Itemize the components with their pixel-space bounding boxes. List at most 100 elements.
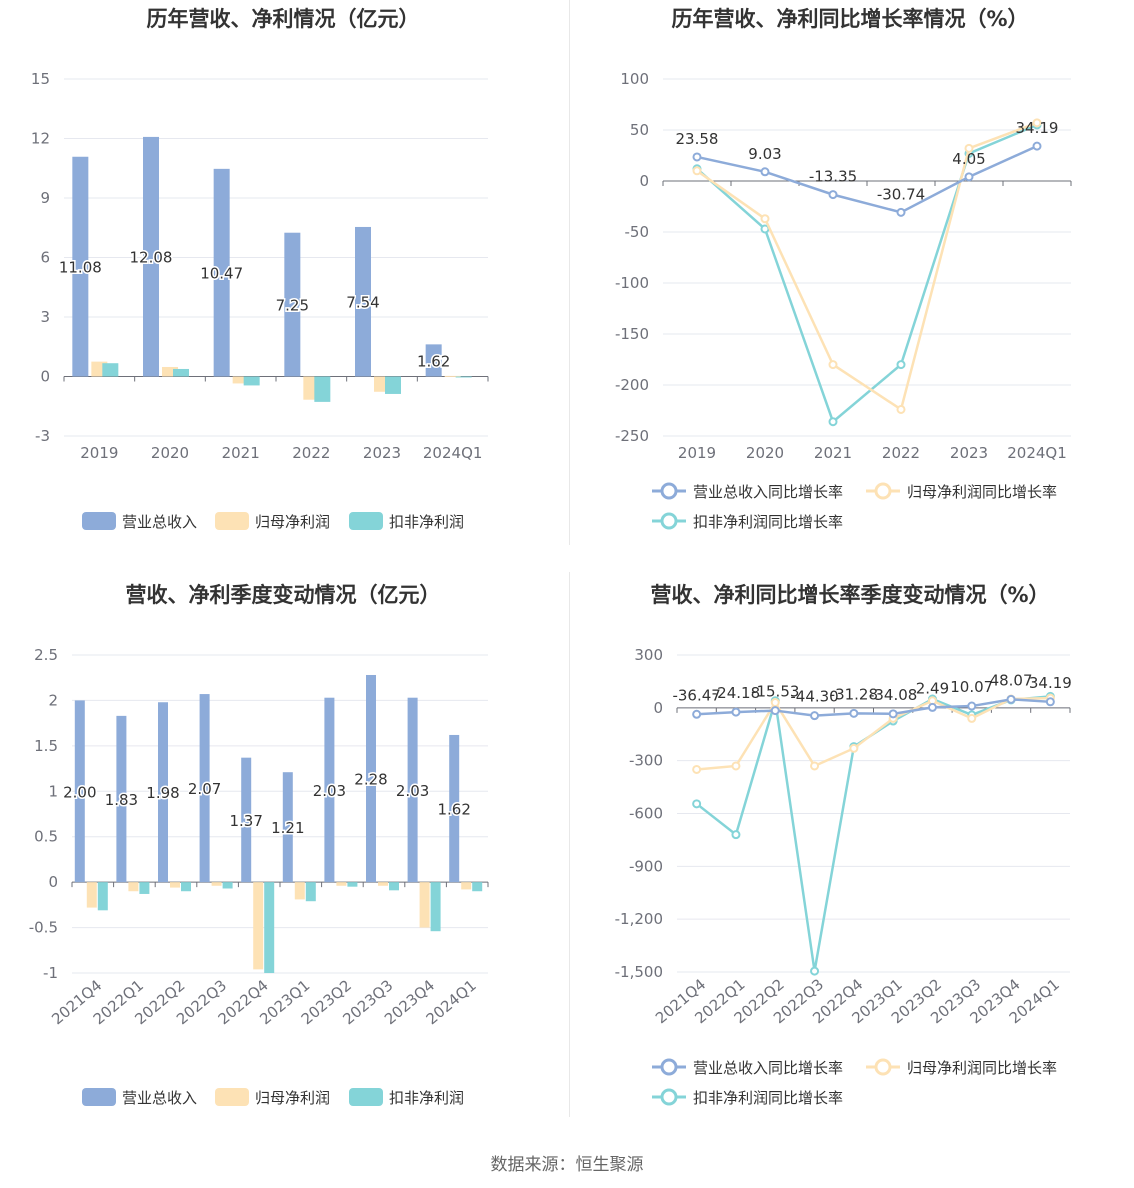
bar-data-label: 1.62 <box>437 801 470 819</box>
y-tick-label: 2 <box>48 691 58 709</box>
bar-deducted-profit <box>222 882 233 889</box>
legend-label: 归母净利润同比增长率 <box>907 1059 1057 1077</box>
legend-marker <box>660 512 678 530</box>
line-data-label: 2.49 <box>916 679 949 697</box>
line-data-label: 48.07 <box>990 671 1033 689</box>
x-tick-label: 2022 <box>292 444 330 462</box>
bar-net-profit <box>419 882 430 928</box>
bar-data-label: 1.21 <box>271 819 304 837</box>
bar-revenue <box>425 344 442 377</box>
legend-label: 营业总收入 <box>122 1089 197 1107</box>
y-tick-label: 12 <box>31 130 50 148</box>
legend-swatch <box>215 512 249 530</box>
panel-divider-top <box>569 0 570 545</box>
line-data-label: -13.35 <box>809 168 857 186</box>
data-point <box>810 966 820 976</box>
x-tick-label: 2023 <box>363 444 401 462</box>
quarterly-growth-rate-chart: 营收、净利同比增长率季度变动情况（%） -1,500 -1,200 -900 -600 -… <box>567 576 1134 1152</box>
data-point <box>828 190 838 200</box>
data-point <box>770 698 780 708</box>
y-tick-label: 3 <box>40 308 50 326</box>
bar-data-label: 1.98 <box>146 784 179 802</box>
bar-deducted-profit <box>102 363 119 377</box>
y-tick-label: -0.5 <box>29 919 58 937</box>
bar-data-label: 1.83 <box>105 791 138 809</box>
legend-label: 扣非净利润同比增长率 <box>693 1089 843 1107</box>
data-point <box>692 152 702 162</box>
line-data-label: -15.53 <box>751 683 799 701</box>
line-data-label: -24.18 <box>712 684 760 702</box>
bar-data-label: 1.62 <box>417 352 450 370</box>
line-data-label: -31.28 <box>830 685 878 703</box>
annual-growth-rate-svg: 历年营收、净利同比增长率情况（%） -250 -200 -150 -100 -50 0 50 1… <box>615 7 1072 531</box>
x-tick-label: 2024Q1 <box>1007 444 1067 462</box>
bar-net-profit <box>378 882 388 886</box>
data-point <box>1032 118 1042 128</box>
bar-data-label: 11.08 <box>59 259 102 277</box>
legend-label: 归母净利润同比增长率 <box>907 483 1057 501</box>
x-tick-label: 2024Q1 <box>423 444 483 462</box>
bar-net-profit <box>232 376 249 384</box>
line-data-label: 9.03 <box>748 145 781 163</box>
data-point <box>849 708 859 718</box>
data-point <box>1032 141 1042 151</box>
y-tick-label: -50 <box>625 223 650 241</box>
data-point <box>692 764 702 774</box>
bar-revenue <box>158 702 168 883</box>
y-tick-label: 50 <box>630 121 649 139</box>
data-point <box>888 709 898 719</box>
bar-deducted-profit <box>97 882 108 911</box>
bar-net-profit <box>336 882 347 886</box>
chart-title: 历年营收、净利情况（亿元） <box>147 7 420 31</box>
line-data-label: 34.19 <box>1016 119 1059 137</box>
y-tick-label: -200 <box>615 376 649 394</box>
line-data-label: -36.47 <box>672 686 720 704</box>
bar-data-label: 10.47 <box>200 265 243 283</box>
legend-swatch <box>349 512 383 530</box>
bar-revenue <box>213 168 230 377</box>
bar-net-profit <box>86 882 97 908</box>
bar-deducted-profit <box>347 882 358 887</box>
bar-revenue <box>199 694 210 883</box>
chart-title: 营收、净利同比增长率季度变动情况（%） <box>650 583 1049 607</box>
legend-label: 营业总收入同比增长率 <box>693 1059 843 1077</box>
quarterly-revenue-profit-chart: 营收、净利季度变动情况（亿元） -1 -0.5 0 0.5 1 1.5 2 2.5 2.00 1.8… <box>0 576 567 1152</box>
x-tick-label: 2020 <box>746 444 784 462</box>
line-deducted-profit-growth <box>695 695 1051 972</box>
bar-deducted-profit <box>314 376 331 402</box>
bar-revenue <box>355 226 371 377</box>
data-point <box>1006 694 1016 704</box>
legend-label: 营业总收入同比增长率 <box>693 483 843 501</box>
data-point <box>828 417 838 427</box>
quarterly-revenue-profit-svg: 营收、净利季度变动情况（亿元） -1 -0.5 0 0.5 1 1.5 2 2.5 2.00 1.8… <box>29 583 489 1107</box>
bar-revenue <box>241 757 252 883</box>
bar-deducted-profit <box>455 376 472 378</box>
legend-label: 归母净利润 <box>255 513 330 531</box>
bar-revenue <box>72 156 89 377</box>
panel-divider-bottom <box>569 572 570 1117</box>
bar-data-label: 7.54 <box>346 294 379 312</box>
y-tick-label: 0 <box>653 699 663 717</box>
bar-revenue <box>407 697 418 883</box>
bar-revenue <box>449 734 460 883</box>
y-tick-label: 9 <box>40 189 50 207</box>
x-tick-label: 2019 <box>80 444 118 462</box>
quarterly-growth-rate-svg: 营收、净利同比增长率季度变动情况（%） -1,500 -1,200 -900 -600 -… <box>615 583 1072 1107</box>
data-point <box>810 761 820 771</box>
bar-deducted-profit <box>389 882 399 891</box>
bar-revenue <box>282 772 293 883</box>
y-tick-label: -900 <box>629 857 663 875</box>
y-tick-label: 0 <box>40 368 50 386</box>
bar-data-label: 2.07 <box>188 780 221 798</box>
y-tick-label: 15 <box>31 70 50 88</box>
bar-revenue <box>366 674 376 883</box>
y-tick-label: -1 <box>43 964 58 982</box>
data-source-note: 数据来源：恒生聚源 <box>490 1155 644 1175</box>
y-tick-label: 2.5 <box>34 646 58 664</box>
bar-net-profit <box>128 882 139 892</box>
data-point <box>1045 697 1055 707</box>
bar-data-label: 1.37 <box>229 812 262 830</box>
line-data-label: 10.07 <box>950 678 993 696</box>
data-point <box>828 360 838 370</box>
bar-data-label: 2.28 <box>354 771 387 789</box>
